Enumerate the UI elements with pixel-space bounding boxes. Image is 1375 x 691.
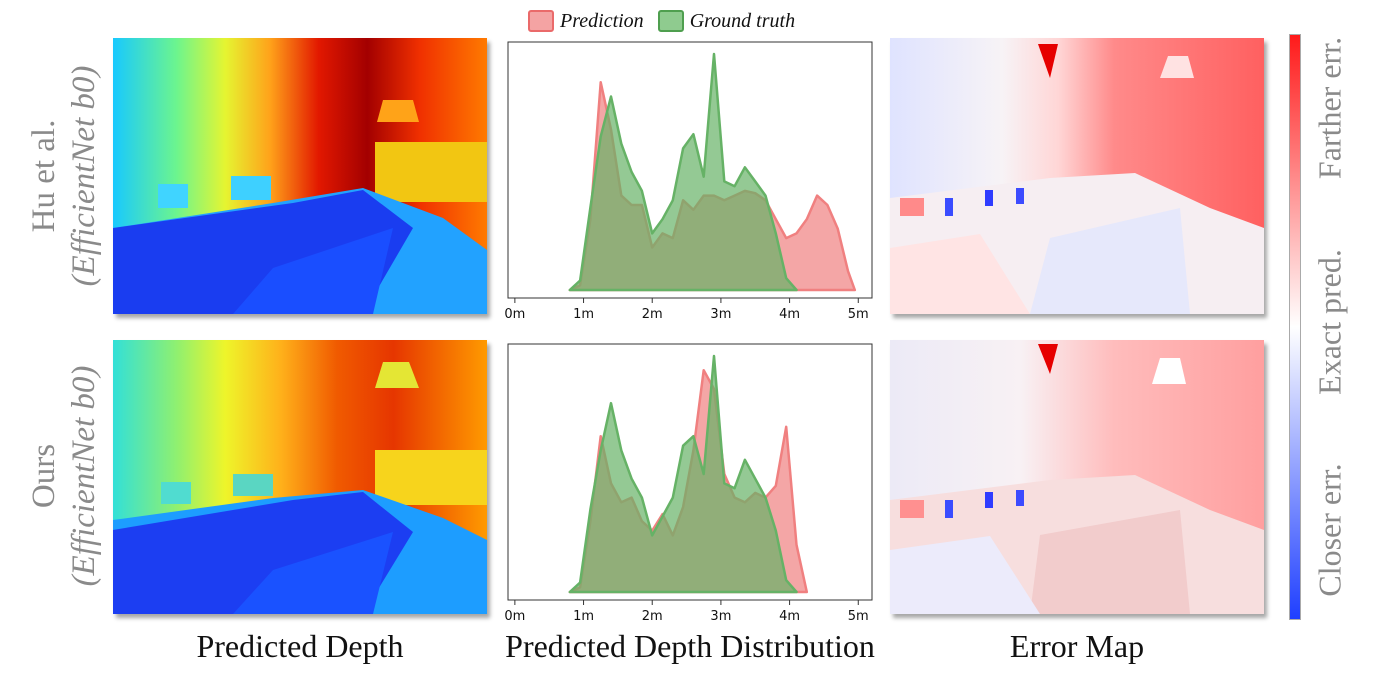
error-map-image-ours [890,340,1264,614]
predicted-depth-image-ours [113,340,487,614]
ground-truth-swatch [657,10,684,32]
legend-ground-truth-label: Ground truth [689,9,796,32]
row-label-ours-line1: Ours [26,443,62,509]
depth-distribution-svg-hu: 0m 1m 2m 3m 4m 5m [504,41,873,322]
x-tick-label: 5m [848,609,869,624]
row-label-hu-line2: (EfficientNet b0) [66,65,102,287]
x-tick-label: 3m [710,307,731,322]
legend-prediction-label: Prediction [560,9,644,32]
series-area-ground-truth [568,52,798,292]
legend-item-ground-truth: Ground truth [657,9,796,33]
row-label-hu-line1: Hu et al. [26,119,62,233]
x-tick-label: 1m [573,609,594,624]
caption-error-map: Error Map [1009,628,1145,664]
depth-distribution-chart-hu: 0m 1m 2m 3m 4m 5m [500,40,878,322]
row-label-ours-line2: (EfficientNet b0) [66,365,102,587]
x-tick-label: 5m [848,307,869,322]
x-tick-label: 1m [573,307,594,322]
x-tick-label: 0m [504,307,525,322]
x-tick-label: 3m [710,609,731,624]
x-tick-label: 4m [779,609,800,624]
x-tick-label: 2m [642,609,663,624]
series-area-ground-truth [568,354,798,594]
caption-predicted-depth: Predicted Depth [196,628,404,664]
depth-distribution-chart-ours: 0m 1m 2m 3m 4m 5m [500,342,878,624]
x-tick-label: 2m [642,307,663,322]
legend-item-prediction: Prediction [528,10,644,33]
error-map-image-hu [890,38,1264,314]
prediction-swatch [528,10,554,32]
predicted-depth-image-hu [113,38,487,314]
chart-legend: Prediction Ground truth [528,6,795,36]
caption-depth-distribution: Predicted Depth Distribution [505,628,875,664]
x-tick-label: 0m [504,609,525,624]
error-colorbar [1289,34,1301,620]
x-tick-label: 4m [779,307,800,322]
depth-distribution-svg-ours: 0m 1m 2m 3m 4m 5m [504,343,873,624]
